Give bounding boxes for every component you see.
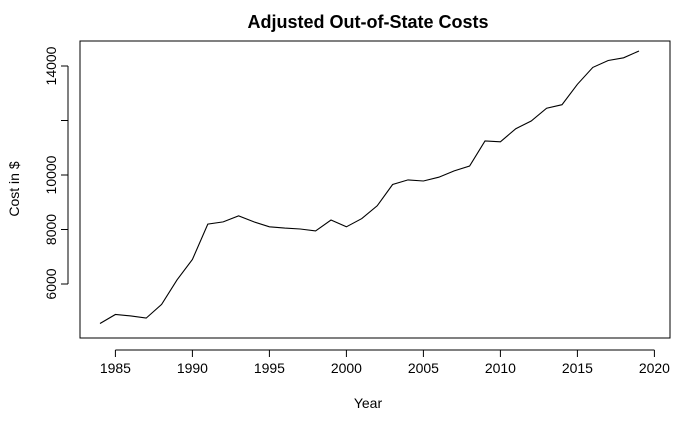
y-tick-label: 10000 [43,155,59,194]
x-tick-label: 2000 [331,360,362,376]
x-tick-label: 1985 [100,360,131,376]
y-tick-label: 14000 [43,46,59,85]
y-axis-label: Cost in $ [6,161,22,216]
plot-frame [79,40,671,339]
x-axis-label: Year [354,395,383,411]
x-tick-label: 2020 [639,360,670,376]
y-tick-label: 6000 [43,268,59,299]
y-axis: 6000 8000 10000 14000 [43,46,69,300]
x-tick-label: 2015 [562,360,593,376]
x-axis: 1985 1990 1995 2000 2005 2010 2015 2020 [100,349,670,376]
series-line-0 [99,50,640,324]
x-tick-label: 1995 [254,360,285,376]
chart-title: Adjusted Out-of-State Costs [248,12,489,32]
x-tick-label: 2005 [408,360,439,376]
x-tick-label: 1990 [177,360,208,376]
x-tick-label: 2010 [485,360,516,376]
series-group [99,50,640,324]
y-tick-label: 8000 [43,214,59,245]
